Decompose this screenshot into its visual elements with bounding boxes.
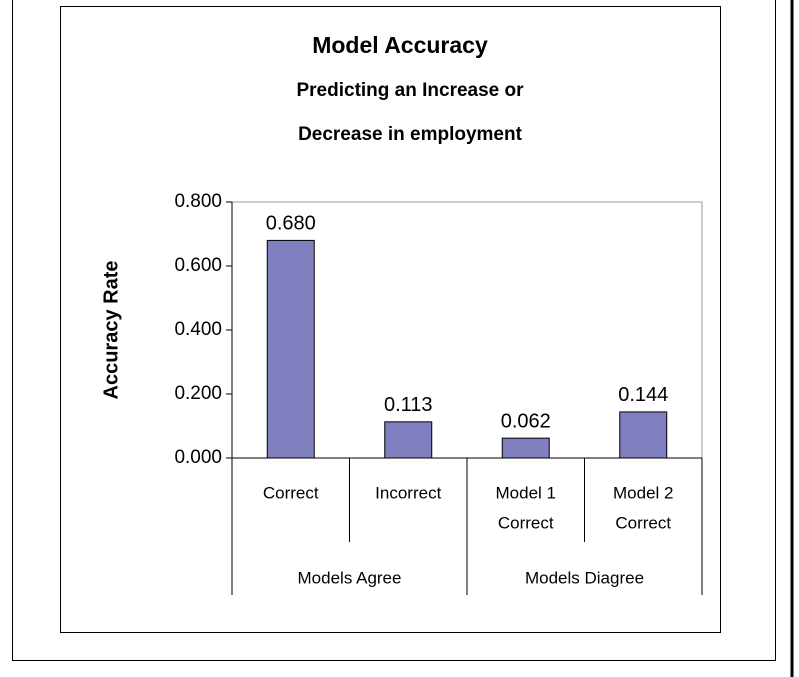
y-tick-label: 0.400 <box>174 319 222 340</box>
x-tick-label: Model 1 <box>496 483 556 502</box>
bar <box>501 437 550 459</box>
y-tick-label: 0.600 <box>174 255 222 276</box>
bar <box>619 411 668 459</box>
y-axis-label: Accuracy Rate <box>100 261 122 400</box>
chart-subtitle: Decrease in employment <box>298 124 523 145</box>
bar <box>384 421 433 459</box>
chart-subtitle: Predicting an Increase or <box>296 80 524 101</box>
x-tick-label: Correct <box>263 483 319 502</box>
chart-frame <box>60 6 721 633</box>
bar <box>266 239 315 459</box>
group-label: Models Agree <box>298 568 402 587</box>
chart-title: Model Accuracy <box>312 32 488 58</box>
x-tick-label: Correct <box>498 513 554 532</box>
y-tick-label: 0.000 <box>174 447 222 468</box>
y-tick-label: 0.200 <box>174 383 222 404</box>
value-label: 0.062 <box>501 410 551 432</box>
value-label: 0.680 <box>266 213 316 235</box>
value-label: 0.113 <box>384 394 433 416</box>
y-tick-label: 0.800 <box>174 191 222 212</box>
x-tick-label: Incorrect <box>375 483 441 502</box>
x-tick-label: Correct <box>615 513 671 532</box>
value-label: 0.144 <box>618 384 668 406</box>
group-label: Models Diagree <box>525 568 644 587</box>
x-tick-label: Model 2 <box>613 483 673 502</box>
